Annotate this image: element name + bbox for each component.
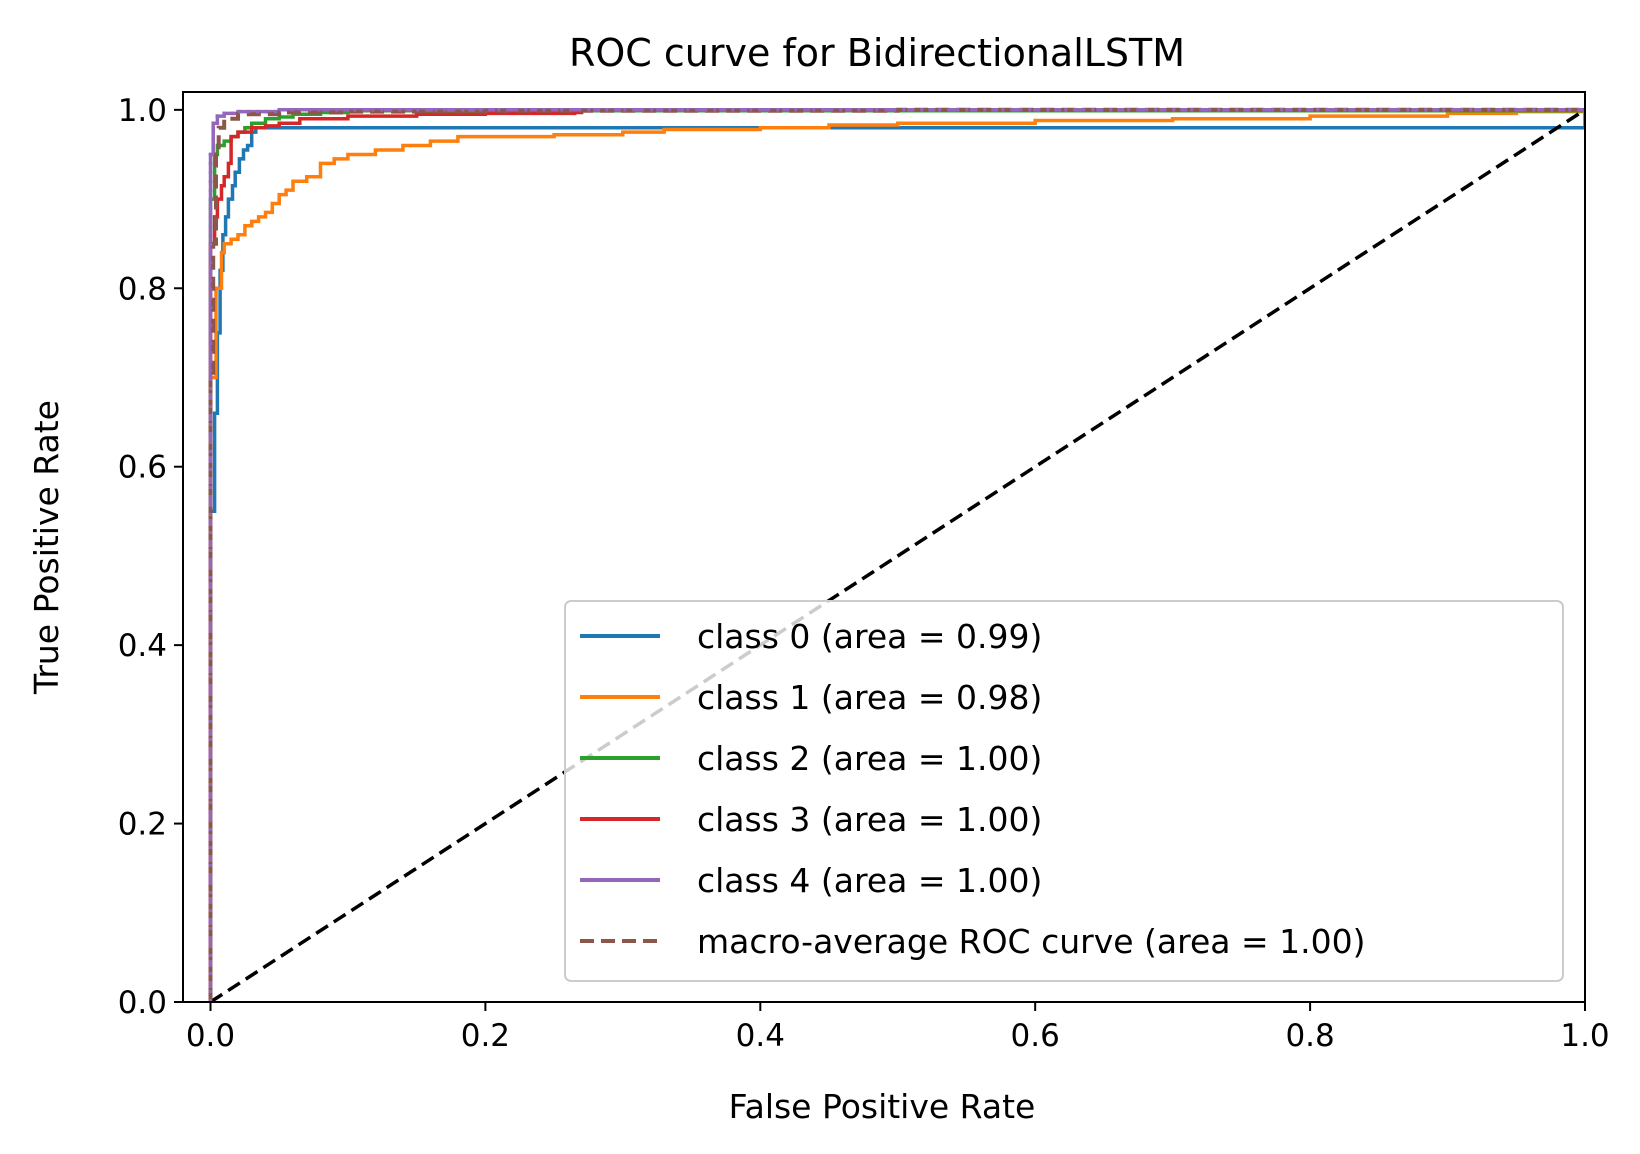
legend-box bbox=[564, 600, 1564, 982]
x-axis-label: False Positive Rate bbox=[729, 1087, 1036, 1126]
legend-label-1: class 1 (area = 0.98) bbox=[697, 678, 1042, 717]
x-tick-label: 0.0 bbox=[186, 1018, 235, 1054]
x-tick-label: 0.8 bbox=[1285, 1018, 1334, 1054]
legend-label-0: class 0 (area = 0.99) bbox=[697, 617, 1042, 656]
legend: class 0 (area = 0.99) class 1 (area = 0.9… bbox=[564, 600, 1564, 982]
legend-label-4: class 4 (area = 1.00) bbox=[697, 861, 1042, 900]
legend-label-5: macro-average ROC curve (area = 1.00) bbox=[697, 922, 1365, 961]
series-line-3 bbox=[208, 108, 1585, 1002]
y-tick-label: 0.6 bbox=[118, 450, 167, 486]
y-tick-label: 0.0 bbox=[118, 985, 167, 1021]
reference-diagonal-line bbox=[209, 108, 1585, 1002]
legend-label-3: class 3 (area = 1.00) bbox=[697, 800, 1042, 839]
series-layer bbox=[208, 107, 1585, 1002]
x-tick-label: 0.6 bbox=[1011, 1018, 1060, 1054]
series-line-1 bbox=[208, 109, 1585, 1002]
chart-title: ROC curve for BidirectionalLSTM bbox=[569, 31, 1185, 75]
x-axis: 0.0 0.2 0.4 0.6 0.8 1.0 bbox=[186, 1002, 1610, 1054]
series-line-5 bbox=[208, 107, 1585, 1002]
y-tick-label: 0.2 bbox=[118, 807, 167, 843]
legend-label-2: class 2 (area = 1.00) bbox=[697, 739, 1042, 778]
plot-frame bbox=[182, 91, 1586, 1003]
x-tick-label: 0.4 bbox=[736, 1018, 785, 1054]
y-axis: 0.0 0.2 0.4 0.6 0.8 1.0 bbox=[118, 93, 183, 1021]
y-tick-label: 1.0 bbox=[118, 93, 167, 129]
y-tick-label: 0.4 bbox=[118, 628, 167, 664]
y-axis-label: True Positive Rate bbox=[27, 400, 66, 695]
y-tick-label: 0.8 bbox=[118, 271, 167, 307]
x-tick-label: 0.2 bbox=[461, 1018, 510, 1054]
x-tick-label: 1.0 bbox=[1560, 1018, 1609, 1054]
